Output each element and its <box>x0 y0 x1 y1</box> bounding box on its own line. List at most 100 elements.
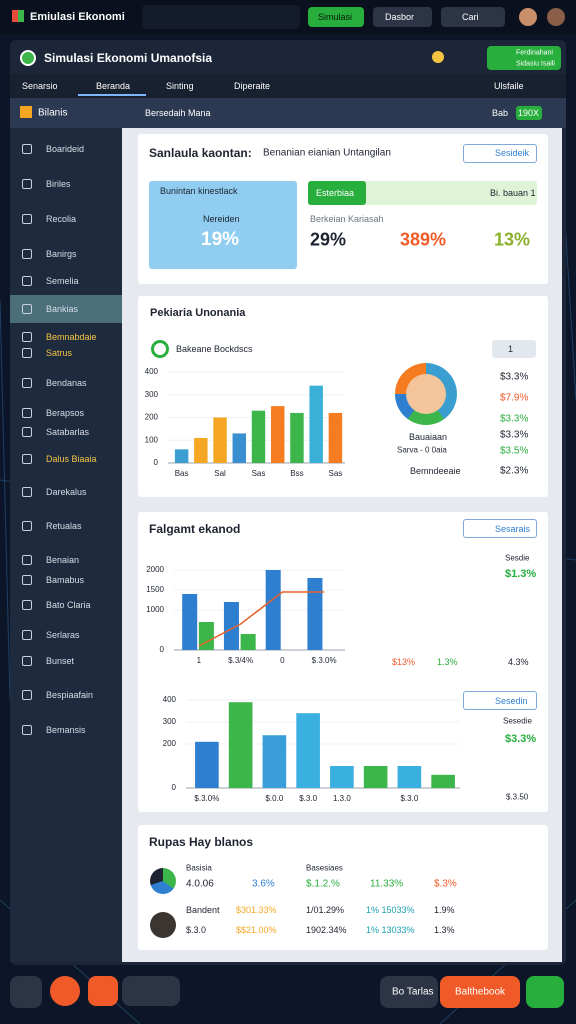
app-logo <box>12 10 24 22</box>
x-tick-label: Sas <box>252 469 266 478</box>
x-tick-label: $.0.0 <box>265 794 283 803</box>
card <box>138 825 548 950</box>
tab[interactable]: Beranda <box>96 81 131 91</box>
select-label[interactable]: 1 <box>508 344 514 354</box>
badge <box>516 106 542 120</box>
tab[interactable]: Sinting <box>166 81 194 91</box>
side-value: $1.3% <box>505 568 537 580</box>
y-tick-label: 0 <box>160 645 165 654</box>
sidebar-item[interactable]: Recolia <box>46 214 77 224</box>
bar <box>330 766 354 788</box>
cell: 1/01.29% <box>306 905 345 915</box>
dock-icon[interactable] <box>10 976 42 1008</box>
sidebar-item[interactable]: Bemnabdaie <box>46 332 97 342</box>
side-value: $3.3% <box>505 733 537 745</box>
sidebar-item[interactable]: Dalus Biaaia <box>46 454 97 464</box>
sidebar-icon <box>22 656 32 666</box>
search-label: Cari <box>462 12 479 22</box>
tab[interactable]: Ulsfaile <box>494 81 524 91</box>
avatar[interactable] <box>519 8 537 26</box>
sidebar-item[interactable]: Berapsos <box>46 408 85 418</box>
bar <box>240 634 256 650</box>
badge-label: 190X <box>518 108 540 118</box>
button-label[interactable]: Sesedin <box>495 696 528 706</box>
tab[interactable]: Diperaite <box>234 81 271 91</box>
dashboard-menu[interactable] <box>373 7 432 27</box>
bar <box>262 735 287 788</box>
simulate-button[interactable] <box>308 7 364 27</box>
sidebar-item[interactable]: Serlaras <box>46 630 80 640</box>
dock-action-label[interactable]: Balthebook <box>455 986 506 998</box>
legend-icon <box>151 340 169 358</box>
tab[interactable]: Senarsio <box>22 81 58 91</box>
card-subtitle: Benanian eianian Untangilan <box>263 147 391 159</box>
button-label[interactable]: Sesarais <box>495 524 531 534</box>
y-tick-label: 1000 <box>146 605 164 614</box>
search-field[interactable] <box>142 5 300 29</box>
sidebar-icon <box>22 555 32 565</box>
sidebar-item[interactable]: Bespiaafain <box>46 690 94 700</box>
stat: $3.3% <box>500 371 529 383</box>
sidebar-item[interactable]: Bamabus <box>46 575 85 585</box>
cell: $.3% <box>434 878 457 890</box>
bar <box>182 594 198 650</box>
card-button[interactable] <box>463 144 537 163</box>
sidebar-item[interactable]: Darekalus <box>46 487 87 497</box>
card-button[interactable] <box>463 519 537 538</box>
bar <box>195 741 219 788</box>
x-tick-label: 0 <box>280 656 285 665</box>
sidebar-icon <box>22 332 32 342</box>
select[interactable] <box>492 340 536 358</box>
sidebar-item[interactable]: Retualas <box>46 521 82 531</box>
sidebar-item[interactable]: Semelia <box>46 276 79 286</box>
bar <box>251 410 266 463</box>
dock-link[interactable] <box>380 976 438 1008</box>
card-title: Pekiaria Unonania <box>150 307 246 319</box>
cell: 1.9% <box>434 905 455 915</box>
notification-icon[interactable] <box>432 51 444 63</box>
x-tick-label: Sas <box>328 469 342 478</box>
sidebar-icon <box>22 630 32 640</box>
profile-avatar <box>406 374 446 414</box>
column-header: Basesiaes <box>306 863 343 873</box>
dock-link-label[interactable]: Bo Tarlas <box>392 986 434 998</box>
sidebar-item[interactable]: Bankias <box>46 304 79 314</box>
cell: Bandent <box>186 905 220 915</box>
sidebar-item[interactable]: Bunset <box>46 656 75 666</box>
sidebar-item[interactable]: Benaian <box>46 555 80 565</box>
cell: 1% 15033% <box>366 905 415 915</box>
button-label[interactable]: Sesideik <box>495 148 530 158</box>
cell: 1% 13033% <box>366 925 415 935</box>
cell: 1.3% <box>434 925 455 935</box>
bar <box>228 702 253 788</box>
sidebar-icon <box>22 304 32 314</box>
dock-icon[interactable] <box>122 976 180 1006</box>
sidebar-item[interactable]: Bemansis <box>46 725 86 735</box>
dock-icon[interactable] <box>526 976 564 1008</box>
user-badge[interactable] <box>487 46 561 70</box>
sidebar-active[interactable] <box>10 295 122 323</box>
user-role: Sidasiu Isaili <box>516 60 555 68</box>
sidebar-item[interactable]: Bato Claria <box>46 600 91 610</box>
sidebar-icon <box>22 690 32 700</box>
sidebar-item[interactable]: Satabarlas <box>46 427 90 437</box>
footer-value: $13% <box>392 657 416 667</box>
sidebar-icon <box>22 454 32 464</box>
dock-icon[interactable] <box>88 976 118 1006</box>
sidebar-item[interactable]: Bendanas <box>46 378 87 388</box>
sidebar <box>10 128 122 962</box>
highlight-box <box>149 181 297 269</box>
sidebar-item[interactable]: Satrus <box>46 348 73 358</box>
dock-icon[interactable] <box>50 976 80 1006</box>
search-button[interactable] <box>441 7 505 27</box>
sidebar-item[interactable]: Boarideid <box>46 144 85 154</box>
avatar[interactable] <box>547 8 565 26</box>
sidebar-item[interactable]: Banirgs <box>46 249 77 259</box>
bar <box>270 406 285 463</box>
sidebar-item[interactable]: Biriles <box>46 179 71 189</box>
bar <box>223 602 239 650</box>
bar <box>328 412 343 463</box>
card-button[interactable] <box>463 691 537 710</box>
dock-action[interactable] <box>440 976 520 1008</box>
